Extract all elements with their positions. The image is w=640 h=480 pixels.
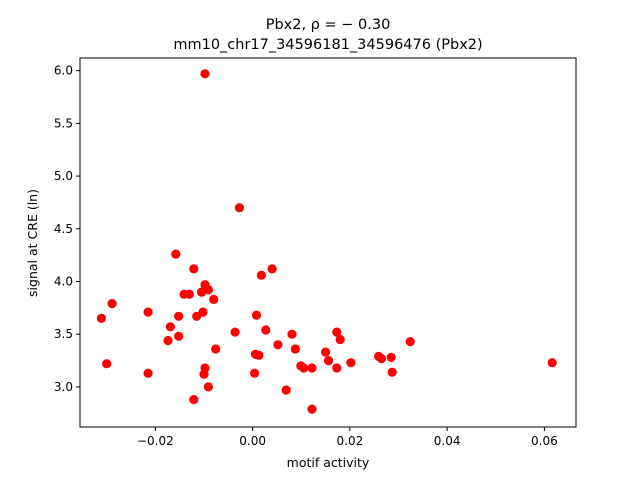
data-point-11 <box>184 289 194 299</box>
chart-title-line2: mm10_chr17_34596181_34596476 (Pbx2) <box>173 37 482 53</box>
data-point-21 <box>203 285 213 295</box>
data-point-30 <box>254 350 264 360</box>
y-axis-ticks: 3.0 3.5 4.0 4.5 5.0 5.5 6.0 <box>54 64 80 394</box>
x-axis-label: motif activity <box>287 455 370 470</box>
data-points <box>96 69 557 414</box>
y-tick-label: 3.5 <box>54 327 73 341</box>
x-tick-label: 0.00 <box>239 434 266 448</box>
x-tick-label: 0.06 <box>531 434 558 448</box>
x-tick-label: 0.02 <box>337 434 364 448</box>
data-point-22 <box>203 382 213 392</box>
data-point-0 <box>96 313 106 323</box>
data-point-49 <box>376 353 387 364</box>
data-point-3 <box>143 307 153 317</box>
data-point-37 <box>290 344 300 354</box>
data-point-12 <box>189 264 199 274</box>
y-tick-label: 4.0 <box>54 275 73 289</box>
data-point-20 <box>200 69 210 79</box>
plot-frame <box>79 57 577 428</box>
y-tick-label: 3.0 <box>54 380 73 394</box>
data-point-8 <box>174 311 184 321</box>
y-axis-label: signal at CRE (ln) <box>25 189 40 297</box>
x-axis-ticks: −0.02 0.00 0.02 0.04 0.06 <box>137 427 558 448</box>
data-point-6 <box>165 322 175 332</box>
y-tick-label: 4.5 <box>54 222 73 236</box>
data-point-46 <box>335 334 345 345</box>
data-point-41 <box>307 404 317 414</box>
data-point-16 <box>198 307 208 317</box>
data-point-9 <box>174 331 184 341</box>
data-point-51 <box>387 367 397 377</box>
data-point-29 <box>251 310 262 320</box>
data-point-23 <box>209 294 219 304</box>
data-point-7 <box>171 249 181 259</box>
data-point-35 <box>281 385 291 395</box>
data-point-5 <box>163 335 173 346</box>
data-point-43 <box>323 356 334 366</box>
x-tick-label: 0.04 <box>434 434 461 448</box>
y-tick-label: 5.0 <box>54 169 73 183</box>
data-point-33 <box>267 264 277 274</box>
data-point-1 <box>102 359 112 369</box>
chart-title-line1: Pbx2, ρ = − 0.30 <box>266 17 391 33</box>
data-point-42 <box>321 347 331 357</box>
data-point-4 <box>143 368 153 378</box>
data-point-34 <box>273 340 283 350</box>
y-tick-label: 6.0 <box>54 64 73 78</box>
data-point-25 <box>230 327 240 337</box>
data-point-39 <box>299 363 309 373</box>
data-point-18 <box>200 363 210 373</box>
data-point-13 <box>189 395 199 405</box>
data-point-26 <box>234 203 245 213</box>
data-point-40 <box>307 363 317 373</box>
data-point-31 <box>256 270 266 280</box>
data-point-50 <box>386 352 396 362</box>
data-point-52 <box>405 337 415 347</box>
data-point-47 <box>346 358 356 368</box>
data-point-24 <box>211 344 221 354</box>
data-point-44 <box>332 327 342 337</box>
data-point-27 <box>250 368 260 378</box>
data-point-2 <box>107 299 117 309</box>
data-point-36 <box>287 329 297 339</box>
data-point-53 <box>547 358 557 368</box>
data-point-32 <box>261 325 271 335</box>
y-tick-label: 5.5 <box>54 116 73 130</box>
data-point-45 <box>332 363 342 373</box>
x-tick-label: −0.02 <box>137 434 174 448</box>
